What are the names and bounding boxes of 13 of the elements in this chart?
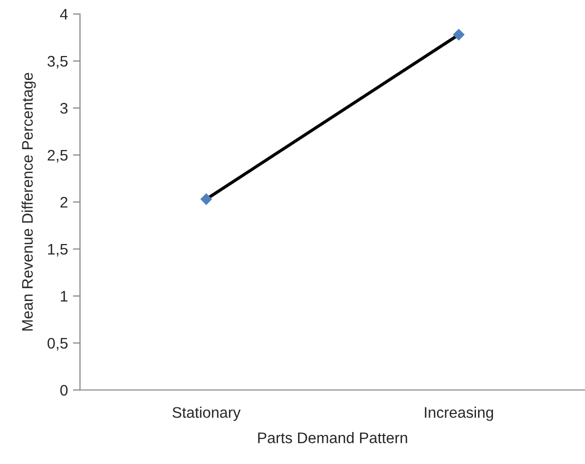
y-tick-label: 3,5 bbox=[48, 56, 68, 68]
x-tick-label: Stationary bbox=[172, 406, 241, 421]
y-tick-label: 0,5 bbox=[48, 338, 68, 350]
y-tick-label: 1,5 bbox=[48, 244, 68, 256]
x-tick-label: Increasing bbox=[424, 406, 494, 421]
y-tick-label: 1 bbox=[60, 291, 68, 302]
y-tick-label: 2,5 bbox=[48, 150, 68, 162]
y-tick-label: 2 bbox=[60, 196, 68, 208]
y-axis-title: Mean Revenue Difference Percentage bbox=[22, 72, 36, 331]
x-axis-title: Parts Demand Pattern bbox=[258, 432, 408, 444]
y-tick-label: 4 bbox=[60, 9, 68, 20]
y-tick-label: 0 bbox=[60, 384, 68, 396]
y-tick-label: 3 bbox=[60, 102, 68, 114]
